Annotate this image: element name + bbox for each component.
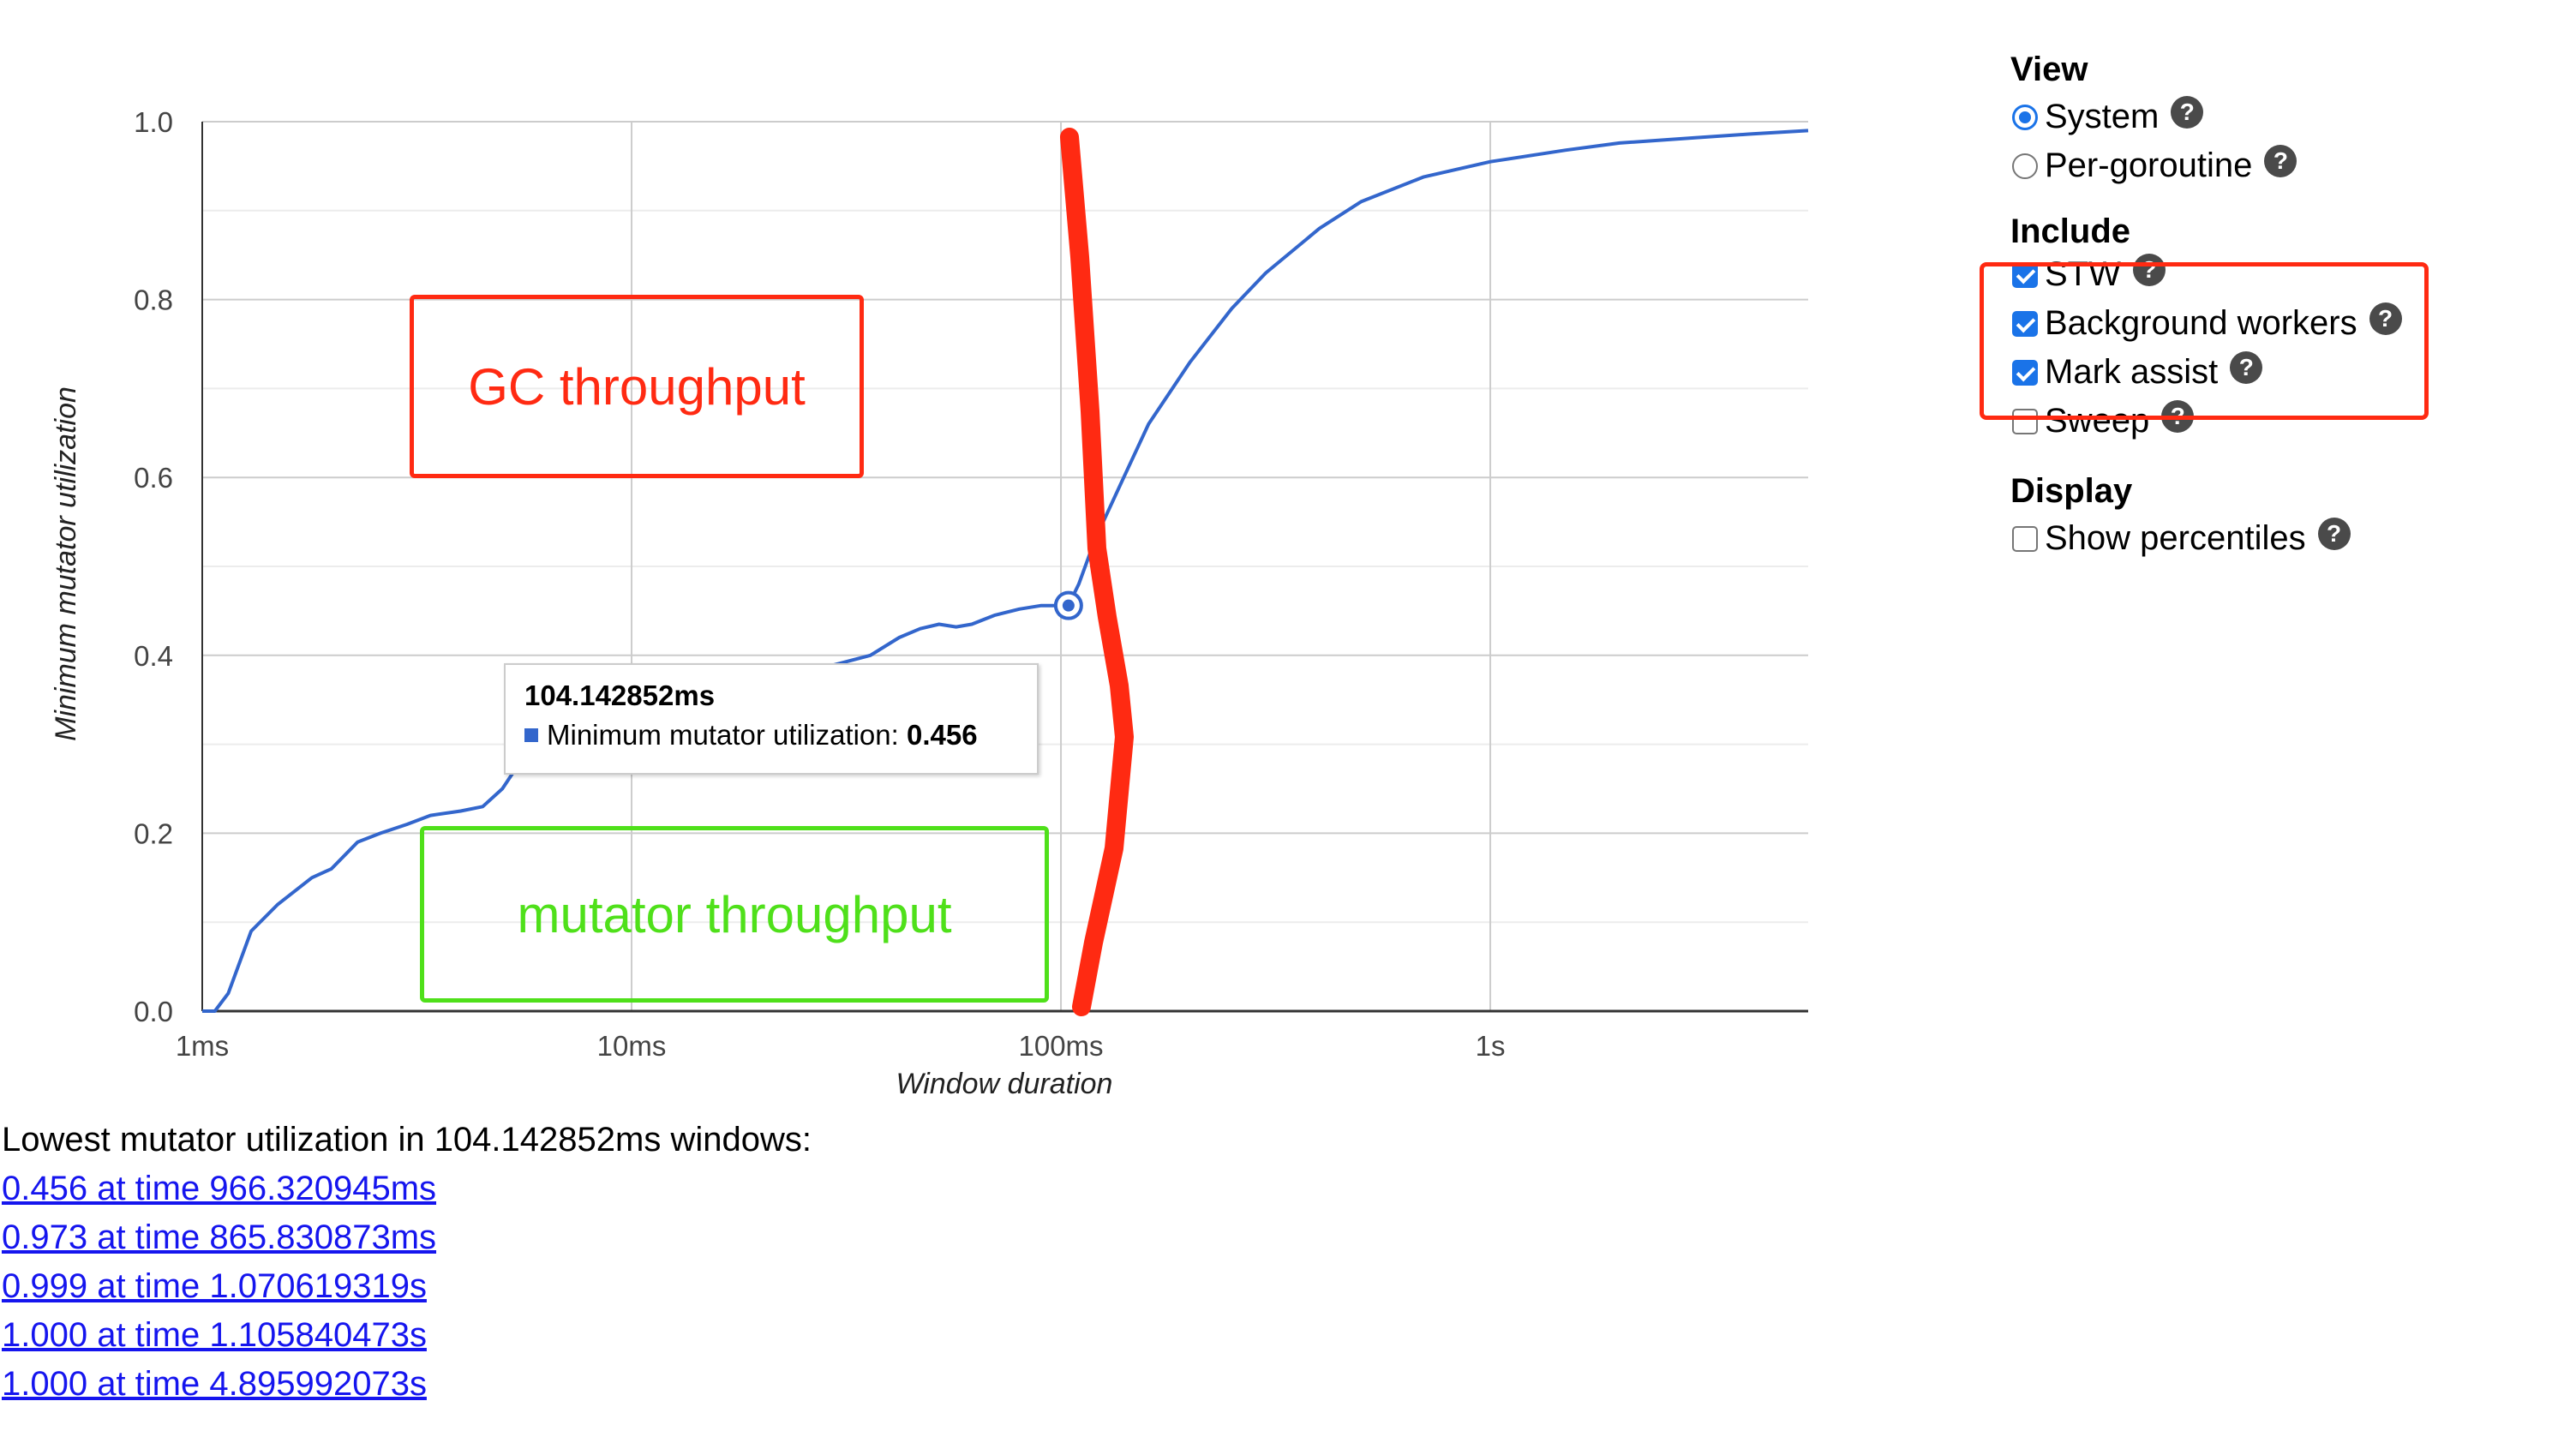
x-axis-title: Window duration [896,1068,1113,1100]
gc-throughput-label: GC throughput [468,357,806,416]
tooltip-title: 104.142852ms [524,680,716,711]
window-marker-line [1060,128,1134,1016]
y-tick-label: 0.6 [134,462,173,494]
display-option-show-percentiles[interactable]: Show percentiles ? [2010,514,2542,563]
tooltip-value: 0.456 [906,719,978,751]
chart-tooltip: 104.142852ms Minimum mutator utilization… [504,663,1039,775]
include-option-stw[interactable]: STW ? [2010,250,2542,299]
sweep-checkbox[interactable] [2012,408,2038,434]
system-radio[interactable] [2012,104,2038,130]
results-title: Lowest mutator utilization in 104.142852… [2,1121,812,1159]
stw-label: STW [2045,255,2121,293]
view-option-per-goroutine[interactable]: Per-goroutine ? [2010,141,2542,190]
help-icon[interactable]: ? [2171,95,2204,129]
system-label: System [2045,98,2160,135]
per-goroutine-radio[interactable] [2012,153,2038,179]
chart-series [202,129,1809,1013]
x-tick-label: 10ms [597,1030,667,1062]
y-tick-label: 0.4 [134,640,173,672]
mutator-throughput-label: mutator throughput [517,885,952,943]
help-icon[interactable]: ? [2317,517,2351,550]
series-swatch [524,728,538,742]
gc-throughput-annotation: GC throughput [410,295,864,478]
view-heading: View [2010,51,2088,88]
mark-assist-checkbox[interactable] [2012,359,2038,386]
view-section: View System ? Per-goroutine ? [2010,46,2542,190]
mmu-chart: 0.0 0.2 0.4 0.6 0.8 1.0 1ms 10ms 100ms 1s Window … [50,106,1809,1100]
y-tick-label: 1.0 [134,106,173,138]
y-tick-label: 0.2 [134,817,173,849]
y-tick-label: 0.8 [134,284,173,316]
x-tick-label: 100ms [1019,1030,1104,1062]
show-percentiles-label: Show percentiles [2045,519,2306,557]
controls-panel: View System ? Per-goroutine ? Include ST… [2010,46,2542,585]
tooltip-series-label: Minimum mutator utilization: [547,719,899,751]
result-link[interactable]: 0.973 at time 865.830873ms [2,1218,437,1256]
y-tick-label: 0.0 [134,996,173,1027]
include-section: Include STW ? Background workers ? Mark … [2010,213,2542,446]
result-link[interactable]: 1.000 at time 1.105840473s [2,1316,427,1354]
include-heading: Include [2010,213,2131,250]
highlighted-point [1062,599,1075,612]
background-workers-checkbox[interactable] [2012,310,2038,337]
tooltip-line: Minimum mutator utilization: 0.456 [524,715,1018,756]
view-option-system[interactable]: System ? [2010,93,2542,141]
show-percentiles-checkbox[interactable] [2012,525,2038,552]
help-icon[interactable]: ? [2230,350,2263,384]
include-option-background-workers[interactable]: Background workers ? [2010,299,2542,348]
help-icon[interactable]: ? [2161,399,2195,433]
display-heading: Display [2010,472,2133,510]
x-tick-label: 1ms [176,1030,229,1062]
help-icon[interactable]: ? [2369,302,2402,335]
chart-annotations [1053,128,1134,1016]
series-line [202,129,1809,1013]
result-link[interactable]: 0.456 at time 966.320945ms [2,1170,437,1207]
help-icon[interactable]: ? [2264,144,2297,177]
chart-axes: 0.0 0.2 0.4 0.6 0.8 1.0 1ms 10ms 100ms 1s [134,106,1808,1062]
result-link[interactable]: 0.999 at time 1.070619319s [2,1267,427,1305]
include-option-mark-assist[interactable]: Mark assist ? [2010,348,2542,397]
mutator-throughput-annotation: mutator throughput [420,826,1049,1003]
background-workers-label: Background workers [2045,304,2357,342]
stw-checkbox[interactable] [2012,261,2038,288]
help-icon[interactable]: ? [2132,253,2166,286]
result-link[interactable]: 1.000 at time 4.895992073s [2,1365,427,1403]
display-section: Display Show percentiles ? [2010,468,2542,563]
include-option-sweep[interactable]: Sweep ? [2010,397,2542,446]
per-goroutine-label: Per-goroutine [2045,147,2253,184]
sweep-label: Sweep [2045,402,2150,440]
chart-grid [202,121,1808,1011]
lowest-utilization-results: Lowest mutator utilization in 104.142852… [2,1116,812,1409]
y-axis-title: Minimum mutator utilization [50,386,82,741]
mark-assist-label: Mark assist [2045,353,2219,391]
x-tick-label: 1s [1476,1030,1506,1062]
